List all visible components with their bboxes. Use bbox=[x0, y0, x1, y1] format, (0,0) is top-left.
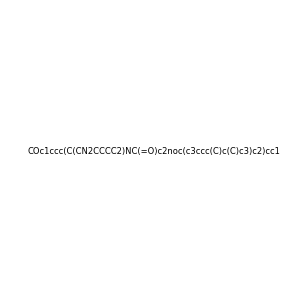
Text: COc1ccc(C(CN2CCCC2)NC(=O)c2noc(c3ccc(C)c(C)c3)c2)cc1: COc1ccc(C(CN2CCCC2)NC(=O)c2noc(c3ccc(C)c… bbox=[27, 147, 280, 156]
